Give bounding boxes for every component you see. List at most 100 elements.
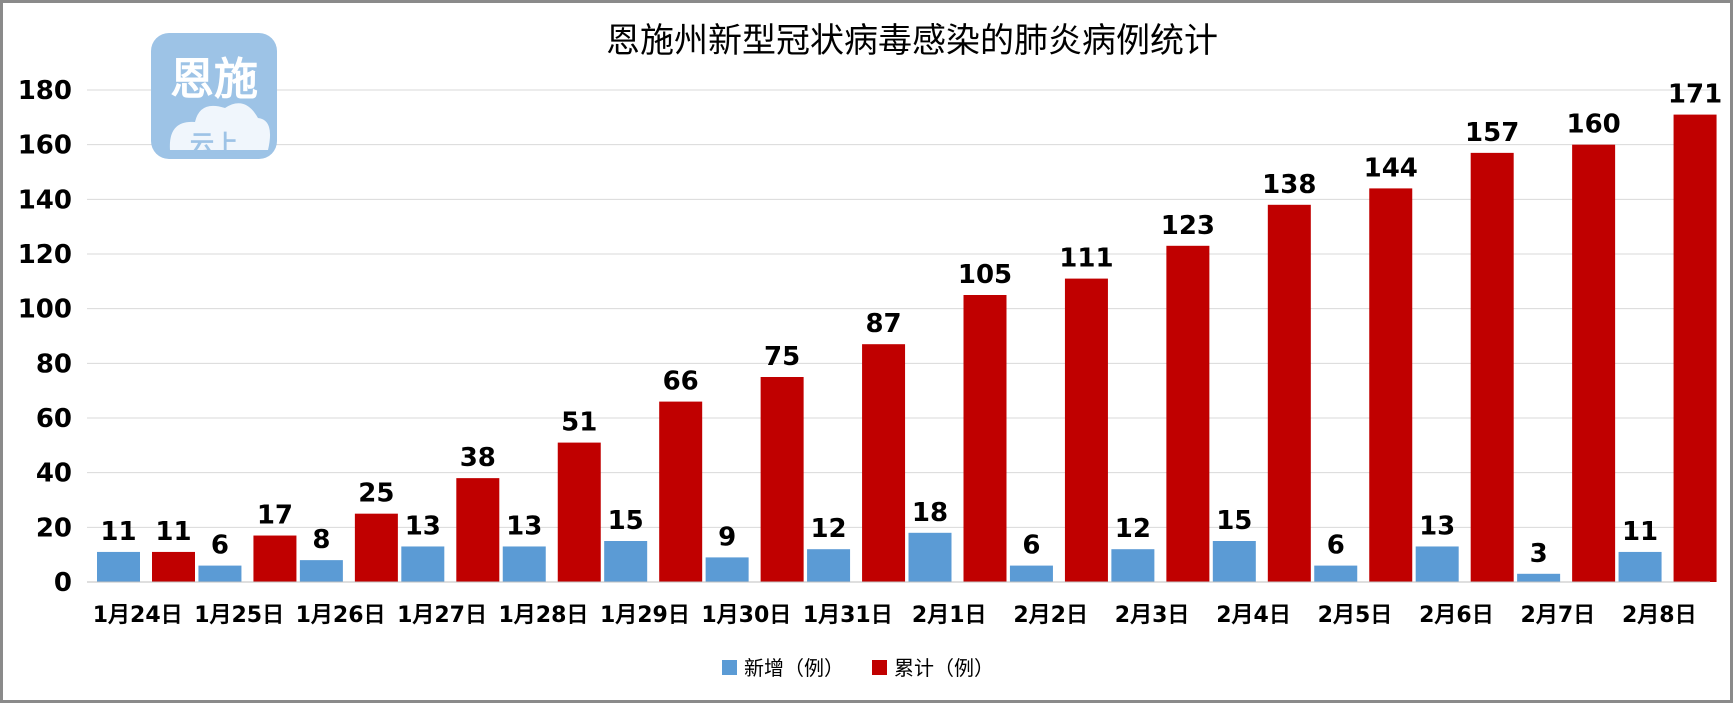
data-labels: 11 11 6 17 8 25 13 38 13 51 15 66 9 75 12 87 18 105 6 111 12…: [100, 80, 1722, 569]
y-tick-label: 20: [36, 513, 72, 543]
x-tick-label: 1月26日: [296, 603, 386, 628]
bar-cumulative: [862, 344, 906, 582]
chart-title: 恩施州新型冠状病毒感染的肺炎病例统计: [606, 21, 1218, 61]
bar-new: [97, 551, 140, 582]
data-label-new: 12: [810, 514, 846, 544]
data-label-cumulative: 171: [1668, 80, 1722, 110]
bar-cumulative: [1470, 152, 1514, 582]
x-tick-label: 2月7日: [1521, 603, 1596, 628]
bar-new: [705, 557, 749, 582]
data-label-new: 6: [1022, 531, 1040, 561]
bar-new: [604, 541, 648, 582]
logo-text-sub: 云上: [190, 130, 238, 158]
data-label-cumulative: 51: [561, 408, 597, 438]
legend-label: 累计（例）: [894, 656, 994, 680]
x-tick-label: 2月6日: [1419, 603, 1494, 628]
data-label-new: 15: [1216, 506, 1252, 536]
x-tick-label: 2月2日: [1013, 603, 1088, 628]
bar-cumulative: [1369, 188, 1413, 582]
y-tick-label: 40: [36, 459, 72, 489]
bar-new: [908, 532, 952, 582]
x-tick-label: 1月27日: [397, 603, 487, 628]
data-label-cumulative: 17: [257, 501, 293, 531]
data-label-cumulative: 66: [663, 367, 699, 397]
legend: 新增（例） 累计（例）: [722, 656, 994, 680]
bars: [97, 114, 1717, 583]
y-tick-label: 180: [18, 76, 72, 106]
y-tick-label: 80: [36, 349, 72, 379]
x-tick-label: 2月1日: [912, 603, 987, 628]
bar-cumulative: [354, 513, 398, 582]
bar-cumulative: [1166, 245, 1210, 583]
bar-new: [1212, 541, 1256, 582]
x-tick-label: 2月5日: [1318, 603, 1393, 628]
data-label-new: 13: [506, 511, 542, 541]
data-label-cumulative: 144: [1364, 153, 1418, 183]
x-tick-label: 1月24日: [93, 603, 183, 628]
bar-new: [1415, 546, 1459, 582]
data-label-new: 3: [1530, 539, 1548, 569]
x-axis-ticks: 1月24日 1月25日 1月26日 1月27日 1月28日 1月29日 1月30日 1月31日…: [93, 603, 1697, 628]
bar-cumulative: [1267, 204, 1311, 583]
data-label-new: 13: [405, 511, 441, 541]
data-label-new: 13: [1419, 511, 1455, 541]
bar-new: [198, 565, 242, 582]
bar-new: [1314, 565, 1358, 582]
x-tick-label: 2月3日: [1115, 603, 1190, 628]
bar-cumulative: [1064, 278, 1108, 582]
bar-new: [299, 560, 343, 582]
bar-new: [1517, 573, 1561, 582]
x-tick-label: 1月29日: [600, 603, 690, 628]
bar-cumulative: [557, 442, 601, 582]
data-label-cumulative: 38: [460, 443, 496, 473]
bar-new: [1111, 549, 1155, 582]
data-label-new: 9: [718, 522, 736, 552]
bar-cumulative: [659, 401, 703, 582]
y-tick-label: 140: [18, 185, 72, 215]
y-tick-label: 120: [18, 240, 72, 270]
data-label-cumulative: 11: [155, 517, 191, 547]
bar-cumulative: [253, 535, 297, 582]
x-tick-label: 1月25日: [194, 603, 284, 628]
bar-new: [807, 549, 851, 582]
bar-new: [502, 546, 546, 582]
bar-new: [1009, 565, 1053, 582]
data-label-new: 15: [608, 506, 644, 536]
x-tick-label: 1月31日: [803, 603, 893, 628]
data-label-new: 12: [1115, 514, 1151, 544]
data-label-cumulative: 25: [358, 479, 394, 509]
y-tick-label: 100: [18, 295, 72, 325]
x-tick-label: 1月28日: [499, 603, 589, 628]
bar-cumulative: [760, 377, 804, 582]
x-tick-label: 1月30日: [701, 603, 791, 628]
bar-new: [1618, 551, 1662, 582]
legend-swatch: [872, 660, 887, 675]
data-label-cumulative: 157: [1465, 118, 1519, 148]
bar-cumulative: [152, 551, 195, 582]
data-label-cumulative: 105: [958, 260, 1012, 290]
x-tick-label: 2月8日: [1622, 603, 1697, 628]
bar-cumulative: [456, 478, 500, 582]
bar-cumulative: [1673, 114, 1717, 582]
watermark-logo: 恩施 云上: [151, 33, 277, 159]
y-tick-label: 60: [36, 404, 72, 434]
data-label-cumulative: 138: [1262, 170, 1316, 200]
bar-cumulative: [1572, 144, 1616, 582]
legend-swatch: [722, 660, 737, 675]
data-label-cumulative: 87: [865, 309, 901, 339]
logo-text-main: 恩施: [170, 54, 258, 105]
y-axis-ticks: 0 20 40 60 80 100 120 140 160 180: [18, 76, 72, 598]
bar-cumulative: [963, 295, 1007, 582]
data-label-new: 6: [1327, 531, 1345, 561]
y-tick-label: 160: [18, 131, 72, 161]
data-label-new: 11: [100, 517, 136, 547]
x-tick-label: 2月4日: [1216, 603, 1291, 628]
data-label-new: 8: [312, 525, 330, 555]
cloud-icon: [169, 103, 271, 150]
legend-label: 新增（例）: [744, 656, 844, 680]
data-label-cumulative: 160: [1566, 110, 1620, 140]
data-label-cumulative: 75: [764, 342, 800, 372]
y-tick-label: 0: [54, 568, 72, 598]
data-label-cumulative: 123: [1161, 211, 1215, 241]
